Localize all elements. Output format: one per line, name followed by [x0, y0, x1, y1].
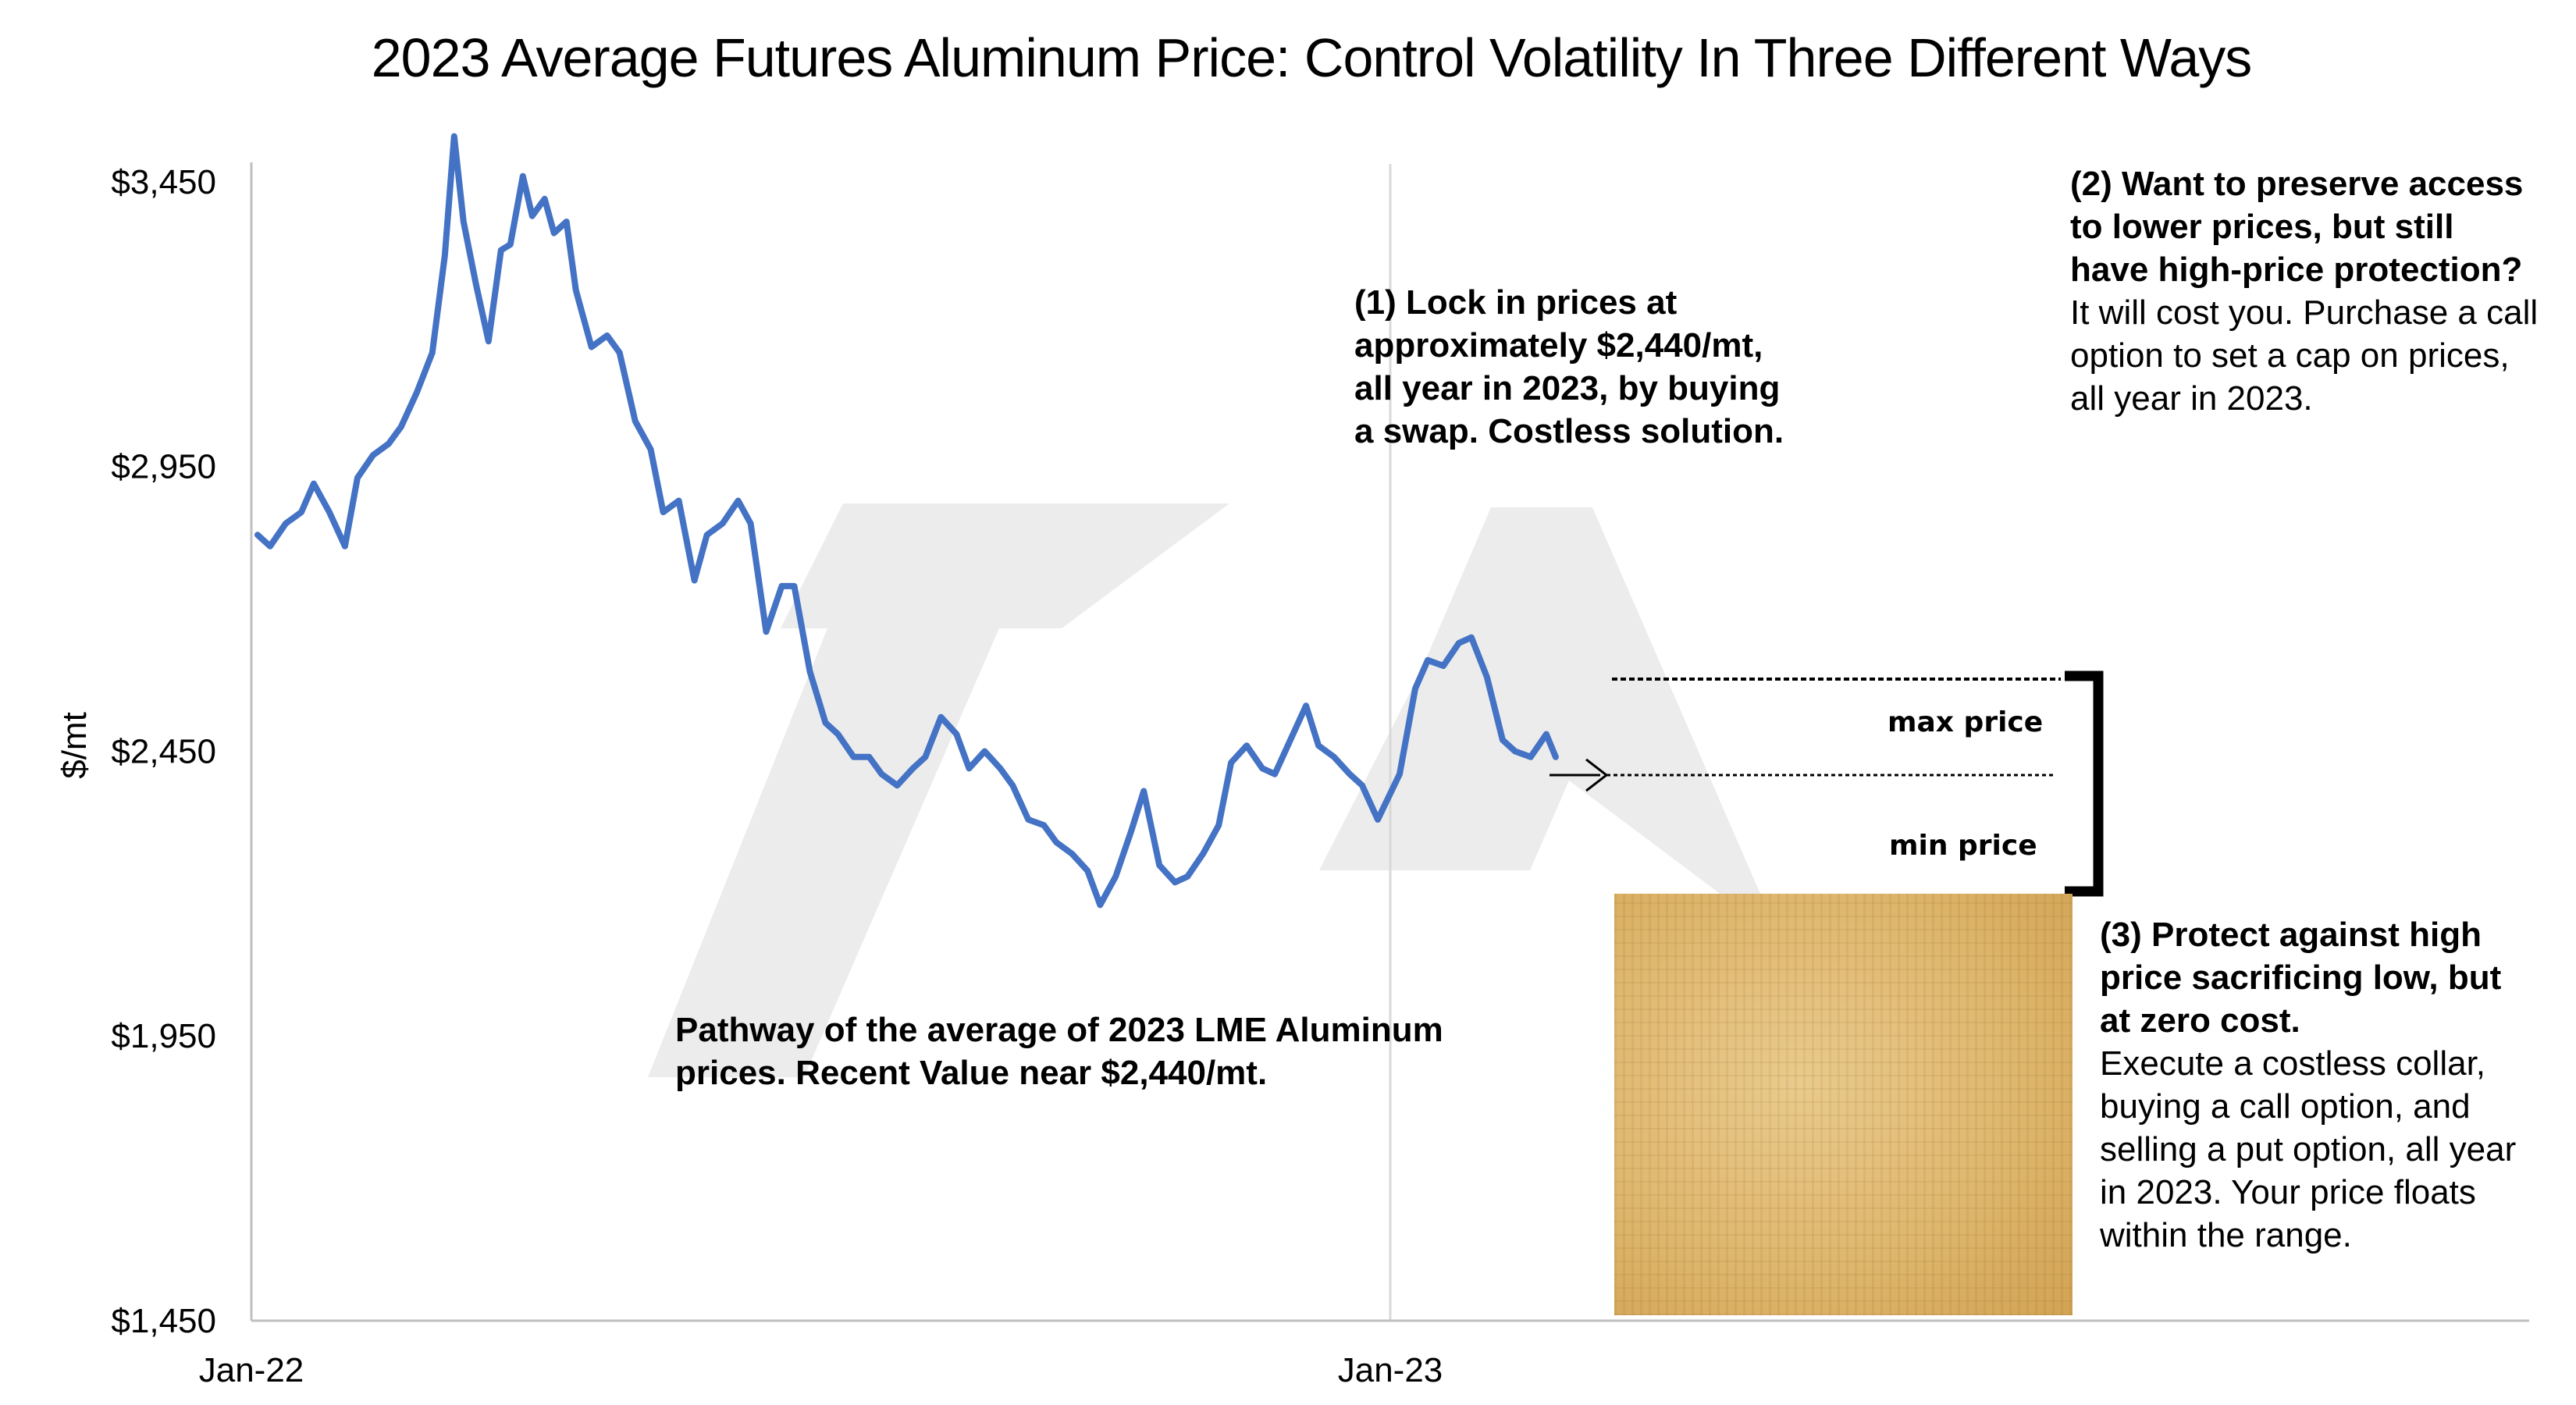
logo-watermark [648, 503, 1760, 1077]
y-tick-label: $3,450 [111, 163, 216, 201]
call-option-note-heading: (2) Want to preserve access to lower pri… [2070, 165, 2524, 289]
y-tick-label: $2,950 [111, 448, 216, 486]
max-price-label: max price [1888, 706, 2044, 738]
collar-note: (3) Protect against high price sacrifici… [2100, 913, 2521, 1257]
price-series-line [254, 133, 1559, 909]
papyrus-texture-image [1614, 894, 2073, 1315]
pathway-note: Pathway of the average of 2023 LME Alumi… [675, 1011, 1443, 1092]
min-price-label: min price [1889, 830, 2037, 862]
call-option-note-body: It will cost you. Purchase a call option… [2070, 293, 2539, 418]
price-arrow-head [1585, 758, 1609, 792]
collar-note-body: Execute a costless collar, buying a call… [2100, 1044, 2517, 1254]
y-tick-label: $1,950 [111, 1017, 216, 1055]
y-tick-label: $1,450 [111, 1302, 216, 1340]
series-layer [254, 133, 1559, 909]
range-bracket [2065, 670, 2104, 897]
x-tick-label: Jan-23 [1338, 1351, 1443, 1389]
collar-note-heading: (3) Protect against high price sacrifici… [2100, 916, 2502, 1040]
axes: $1,450 $1,950 $2,450 $2,950 $3,450 Jan-22 Jan-… [55, 162, 2529, 1389]
call-option-note: (2) Want to preserve access to lower pri… [2070, 162, 2539, 420]
y-tick-label: $2,450 [111, 732, 216, 770]
chart-title: 2023 Average Futures Aluminum Price: Con… [371, 27, 2253, 88]
x-tick-label: Jan-22 [199, 1351, 304, 1389]
swap-note: (1) Lock in prices at approximately $2,4… [1354, 283, 1784, 450]
y-axis-label: $/mt [55, 712, 94, 779]
